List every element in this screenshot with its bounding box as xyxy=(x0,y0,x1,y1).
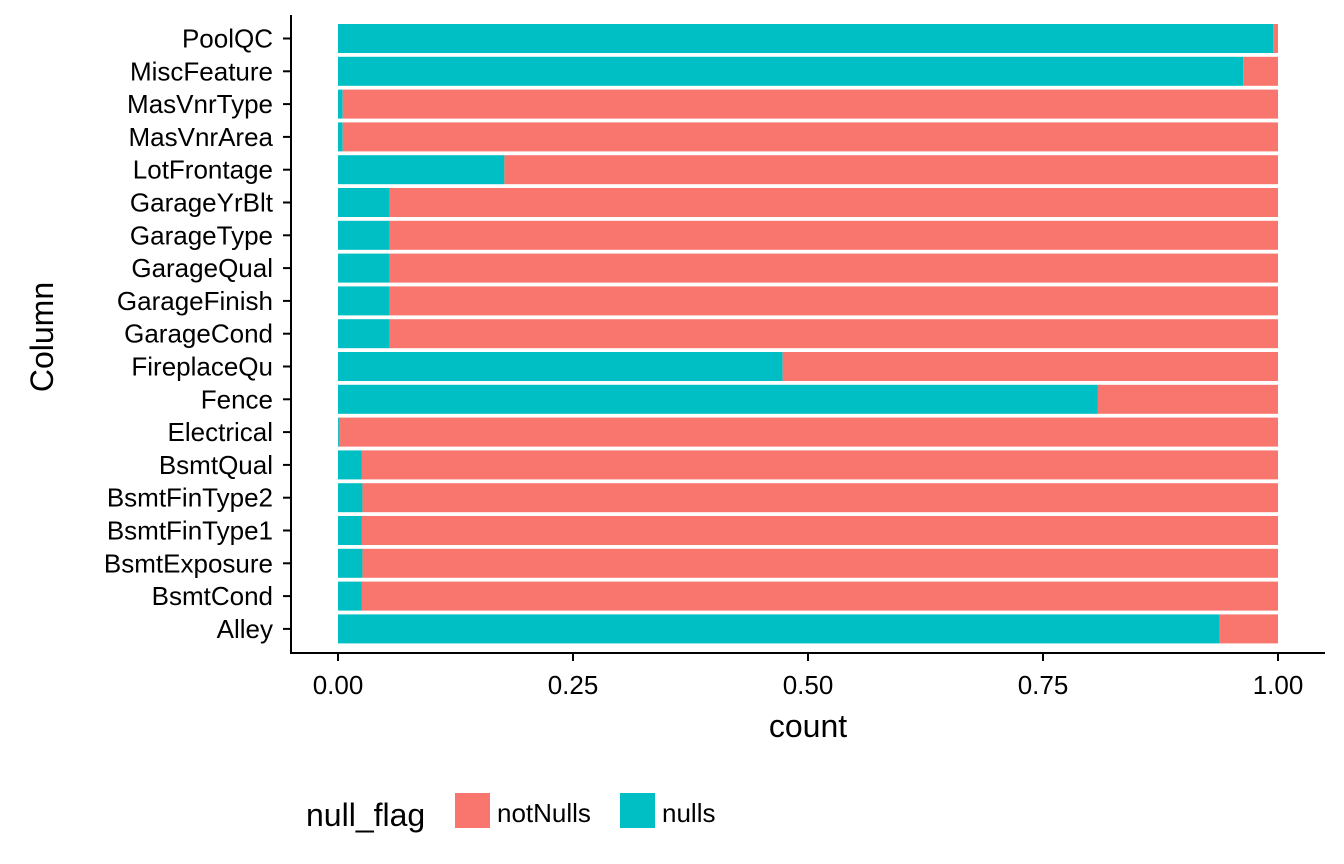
bar-notnulls-garageyrblt xyxy=(389,188,1278,217)
bar-nulls-fireplacequ xyxy=(338,352,783,381)
bar-notnulls-masvnrarea xyxy=(342,122,1278,152)
bar-notnulls-garagetype xyxy=(389,220,1278,250)
bar-notnulls-electrical xyxy=(338,417,1278,447)
bar-notnulls-alley xyxy=(1219,614,1278,644)
bar-nulls-bsmtexposure xyxy=(338,548,363,578)
y-axis-title: Column xyxy=(24,282,60,392)
bars-group xyxy=(338,24,1278,644)
y-tick-label: Fence xyxy=(201,384,273,414)
x-tick-label: 0.50 xyxy=(783,670,834,700)
bar-nulls-bsmtfintype1 xyxy=(338,516,362,545)
x-tick-label: 0.00 xyxy=(313,670,364,700)
bar-notnulls-poolqc xyxy=(1273,24,1278,53)
bar-notnulls-garagecond xyxy=(389,319,1278,349)
y-tick-label: PoolQC xyxy=(182,24,273,54)
bar-notnulls-fireplacequ xyxy=(782,352,1278,381)
legend-label-nulls: nulls xyxy=(662,798,715,828)
x-tick-label: 0.25 xyxy=(548,670,599,700)
legend-swatch-nulls xyxy=(620,793,655,828)
bar-nulls-bsmtqual xyxy=(338,450,362,480)
bar-nulls-garagefinish xyxy=(338,286,390,316)
y-tick-label: FireplaceQu xyxy=(131,352,273,382)
bar-nulls-lotfrontage xyxy=(338,155,505,185)
bar-nulls-fence xyxy=(338,384,1098,414)
bar-notnulls-fence xyxy=(1097,384,1278,414)
bar-notnulls-bsmtfintype1 xyxy=(361,516,1278,545)
bar-notnulls-garagequal xyxy=(389,253,1278,283)
legend-swatch-notnulls xyxy=(455,793,490,828)
bar-nulls-garagequal xyxy=(338,253,390,283)
bar-nulls-bsmtfintype2 xyxy=(338,483,363,513)
y-tick-label: BsmtFinType2 xyxy=(107,483,273,513)
legend: null_flag notNulls nulls xyxy=(306,793,715,833)
x-axis-ticks: 0.00 0.25 0.50 0.75 1.00 xyxy=(313,653,1304,700)
bar-nulls-masvnrarea xyxy=(338,122,343,152)
y-tick-label: GarageType xyxy=(130,220,273,250)
bar-notnulls-bsmtfintype2 xyxy=(362,483,1278,513)
bar-notnulls-bsmtcond xyxy=(361,581,1278,611)
bar-nulls-garageyrblt xyxy=(338,188,390,217)
bar-notnulls-miscfeature xyxy=(1243,56,1278,86)
bar-nulls-miscfeature xyxy=(338,56,1244,86)
y-tick-label: GarageYrBlt xyxy=(130,188,274,218)
y-tick-label: GarageFinish xyxy=(117,286,273,316)
legend-label-notnulls: notNulls xyxy=(497,798,591,828)
y-tick-label: GarageCond xyxy=(124,319,273,349)
y-tick-label: BsmtExposure xyxy=(104,548,273,578)
y-tick-label: Electrical xyxy=(168,417,273,447)
x-axis-title: count xyxy=(769,708,847,744)
y-tick-label: BsmtQual xyxy=(159,450,273,480)
bar-nulls-masvnrtype xyxy=(338,89,343,119)
bar-nulls-alley xyxy=(338,614,1220,644)
y-tick-label: BsmtFinType1 xyxy=(107,516,273,546)
y-tick-label: Alley xyxy=(217,614,273,644)
x-tick-label: 1.00 xyxy=(1253,670,1304,700)
legend-title: null_flag xyxy=(306,797,425,833)
bar-nulls-poolqc xyxy=(338,24,1274,53)
bar-nulls-garagecond xyxy=(338,319,390,349)
bar-notnulls-garagefinish xyxy=(389,286,1278,316)
bar-notnulls-lotfrontage xyxy=(504,155,1278,185)
bar-notnulls-masvnrtype xyxy=(342,89,1278,119)
y-tick-label: MasVnrArea xyxy=(129,122,274,152)
bar-nulls-garagetype xyxy=(338,220,390,250)
y-tick-label: GarageQual xyxy=(131,253,273,283)
bar-notnulls-bsmtexposure xyxy=(362,548,1278,578)
y-axis-ticks: PoolQCMiscFeatureMasVnrTypeMasVnrAreaLot… xyxy=(104,24,291,644)
bar-notnulls-bsmtqual xyxy=(361,450,1278,480)
y-tick-label: MasVnrType xyxy=(127,89,273,119)
y-tick-label: LotFrontage xyxy=(133,155,273,185)
bar-nulls-bsmtcond xyxy=(338,581,362,611)
y-tick-label: MiscFeature xyxy=(130,56,273,86)
x-tick-label: 0.75 xyxy=(1018,670,1069,700)
bar-nulls-electrical xyxy=(338,417,339,447)
y-tick-label: BsmtCond xyxy=(152,581,273,611)
